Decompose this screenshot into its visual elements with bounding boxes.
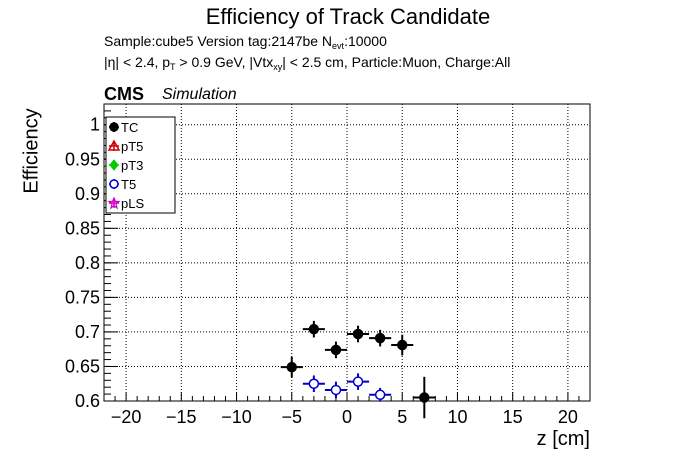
data-point-tc <box>280 356 303 378</box>
data-point-tc <box>302 320 325 338</box>
y-tick-label: 0.65 <box>65 356 100 376</box>
legend-entry-t5: T5 <box>109 177 136 192</box>
selection-cuts: |η| < 2.4, pT > 0.9 GeV, |Vtxxy| < 2.5 c… <box>104 54 510 72</box>
x-tick-label: 10 <box>447 407 467 427</box>
point-marker <box>374 389 386 401</box>
legend-label: pT3 <box>121 158 143 173</box>
cuts-text-c: | < 2.5 cm, Particle:Muon, Charge:All <box>282 54 511 70</box>
data-point-t5 <box>302 375 325 393</box>
point-marker <box>308 323 320 335</box>
point-marker <box>330 344 342 356</box>
data-point-tc <box>413 376 436 419</box>
y-tick-label: 0.7 <box>75 322 100 342</box>
cuts-sub-a: T <box>170 62 176 72</box>
legend-label: pT5 <box>121 139 143 154</box>
cuts-sub-b: xy <box>273 62 283 72</box>
legend-label: TC <box>121 120 138 135</box>
y-tick-label: 0.95 <box>65 149 100 169</box>
data-point-t5 <box>347 373 370 390</box>
y-tick-label: 1 <box>90 115 100 135</box>
point-marker <box>396 339 408 351</box>
data-point-t5 <box>324 381 347 399</box>
legend-label: pLS <box>121 196 144 211</box>
sample-info-tail: :10000 <box>344 33 387 49</box>
x-tick-label: 0 <box>342 407 352 427</box>
data-point-t5 <box>369 387 392 402</box>
y-tick-label: 0.9 <box>75 184 100 204</box>
point-marker <box>352 376 364 387</box>
simulation-label: Simulation <box>162 86 237 103</box>
data-point-tc <box>369 329 392 347</box>
y-tick-label: 0.8 <box>75 253 100 273</box>
legend-entry-pt5: pT5 <box>107 139 143 154</box>
point-marker <box>330 384 342 396</box>
legend-marker <box>109 122 119 132</box>
legend-marker <box>109 179 119 189</box>
chart-title: Efficiency of Track Candidate <box>205 4 491 29</box>
x-tick-label: −5 <box>282 407 303 427</box>
x-tick-label: 20 <box>558 407 578 427</box>
cuts-text-b: > 0.9 GeV, |Vtx <box>175 54 274 70</box>
sample-info-sub: evt <box>332 41 345 51</box>
sample-info: Sample:cube5 Version tag:2147be Nevt:100… <box>104 33 387 51</box>
x-tick-label: 5 <box>397 407 407 427</box>
data-point-tc <box>324 341 347 359</box>
x-tick-label: 15 <box>503 407 523 427</box>
legend-entry-tc: TC <box>109 120 138 135</box>
legend-entry-pls: pLS <box>107 196 144 211</box>
x-axis-label: z [cm] <box>536 428 590 450</box>
point-marker <box>286 361 298 373</box>
y-tick-label: 0.6 <box>75 391 100 411</box>
legend-marker <box>107 139 121 151</box>
point-marker <box>374 332 386 344</box>
y-tick-label: 0.85 <box>65 218 100 238</box>
x-tick-label: −20 <box>111 407 142 427</box>
legend-marker <box>109 159 119 171</box>
sample-info-text: Sample:cube5 Version tag:2147be N <box>104 33 333 49</box>
legend-entry-pt3: pT3 <box>109 158 143 173</box>
legend-label: T5 <box>121 177 136 192</box>
x-tick-label: −15 <box>166 407 197 427</box>
data-point-tc <box>347 325 370 343</box>
cuts-text-a: |η| < 2.4, p <box>104 54 171 70</box>
cms-label: CMS <box>104 84 144 104</box>
data-point-tc <box>391 334 414 356</box>
x-tick-label: −10 <box>221 407 252 427</box>
point-marker <box>308 378 320 389</box>
y-tick-label: 0.75 <box>65 287 100 307</box>
legend-marker <box>107 196 121 210</box>
point-marker <box>352 328 364 340</box>
point-marker <box>419 392 430 403</box>
